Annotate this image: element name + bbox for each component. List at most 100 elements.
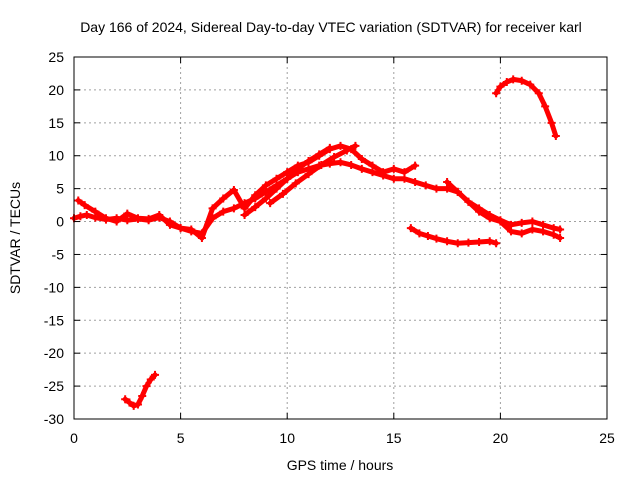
series-track-high — [492, 75, 560, 140]
data-point — [165, 220, 174, 229]
data-point — [368, 161, 377, 170]
data-point — [317, 160, 326, 169]
data-point — [528, 217, 537, 226]
data-point — [421, 181, 430, 190]
data-point — [155, 210, 164, 219]
data-point — [219, 194, 228, 203]
series-track-main-d — [266, 141, 360, 208]
data-point — [541, 102, 550, 111]
data-point — [347, 160, 356, 169]
data-point — [517, 218, 526, 227]
y-tick-label: -10 — [44, 279, 64, 295]
data-point — [464, 197, 473, 206]
data-point — [406, 224, 415, 233]
data-point — [272, 184, 281, 193]
y-tick-label: -30 — [44, 411, 64, 427]
data-point — [187, 225, 196, 234]
data-point — [400, 168, 409, 177]
data-layer — [70, 75, 565, 410]
data-point — [485, 237, 494, 246]
data-point — [556, 234, 565, 242]
data-point — [357, 164, 366, 173]
data-point — [475, 237, 484, 246]
data-point — [357, 155, 366, 164]
data-point — [266, 199, 275, 208]
data-point — [80, 201, 89, 210]
data-point — [315, 150, 324, 159]
series-track-main-c — [240, 143, 334, 219]
data-point — [82, 210, 91, 219]
series-line — [267, 143, 358, 206]
data-point — [112, 217, 121, 226]
data-point — [411, 178, 420, 187]
series-track-low — [121, 370, 160, 410]
data-point — [389, 174, 398, 183]
data-point — [485, 210, 494, 219]
y-tick-label: 0 — [56, 214, 64, 230]
data-point — [283, 174, 292, 183]
data-point — [278, 189, 287, 198]
data-point — [432, 184, 441, 193]
x-tick-label: 20 — [493, 430, 509, 446]
data-point — [517, 76, 526, 85]
y-tick-label: -15 — [44, 312, 64, 328]
y-tick-label: 5 — [56, 181, 64, 197]
data-point — [101, 214, 110, 223]
data-point — [272, 174, 281, 183]
data-point — [464, 238, 473, 247]
y-tick-label: -25 — [44, 378, 64, 394]
data-point — [197, 234, 206, 242]
y-tick-label: 10 — [48, 148, 64, 164]
data-point — [547, 118, 556, 127]
x-tick-label: 25 — [599, 430, 615, 446]
data-point — [138, 391, 147, 400]
data-point — [507, 220, 516, 229]
data-point — [475, 204, 484, 213]
data-point — [415, 229, 424, 238]
data-point — [528, 225, 537, 234]
data-point — [492, 89, 501, 98]
data-point — [432, 234, 441, 243]
data-point — [453, 187, 462, 196]
x-tick-label: 10 — [279, 430, 295, 446]
y-tick-label: -5 — [52, 246, 65, 262]
y-tick-label: 15 — [48, 115, 64, 131]
data-point — [229, 185, 238, 194]
data-point — [336, 141, 345, 150]
y-tick-label: -20 — [44, 345, 64, 361]
data-point — [509, 75, 518, 84]
data-point — [379, 168, 388, 177]
series-line — [408, 225, 499, 246]
ticks: -30 -25 -20 -15 -10 -5 0 5 10 15 20 25 0 5 10 15 20 25 — [44, 49, 615, 446]
series-line — [493, 76, 559, 139]
series-track-main-e — [443, 178, 565, 234]
data-point — [208, 204, 217, 213]
data-point — [526, 80, 535, 89]
series-track-main-b — [74, 141, 420, 242]
data-point — [133, 400, 142, 409]
data-point — [74, 196, 83, 205]
data-point — [291, 179, 300, 188]
data-point — [240, 210, 249, 219]
series-line — [71, 159, 563, 241]
data-point — [336, 158, 345, 167]
data-point — [443, 178, 452, 187]
data-point — [304, 170, 313, 179]
data-point — [121, 395, 130, 404]
data-point — [133, 214, 142, 223]
data-point — [539, 220, 548, 229]
data-point — [549, 224, 558, 233]
data-point — [423, 232, 432, 241]
data-point — [176, 224, 185, 233]
data-point — [389, 164, 398, 173]
data-point — [351, 141, 360, 150]
data-point — [219, 207, 228, 216]
plot-frame — [73, 56, 608, 420]
x-tick-label: 0 — [70, 430, 78, 446]
y-axis-label: SDTVAR / TECUs — [7, 182, 23, 294]
data-point — [91, 207, 100, 216]
data-point — [517, 229, 526, 238]
data-point — [304, 156, 313, 165]
data-point — [496, 82, 505, 91]
